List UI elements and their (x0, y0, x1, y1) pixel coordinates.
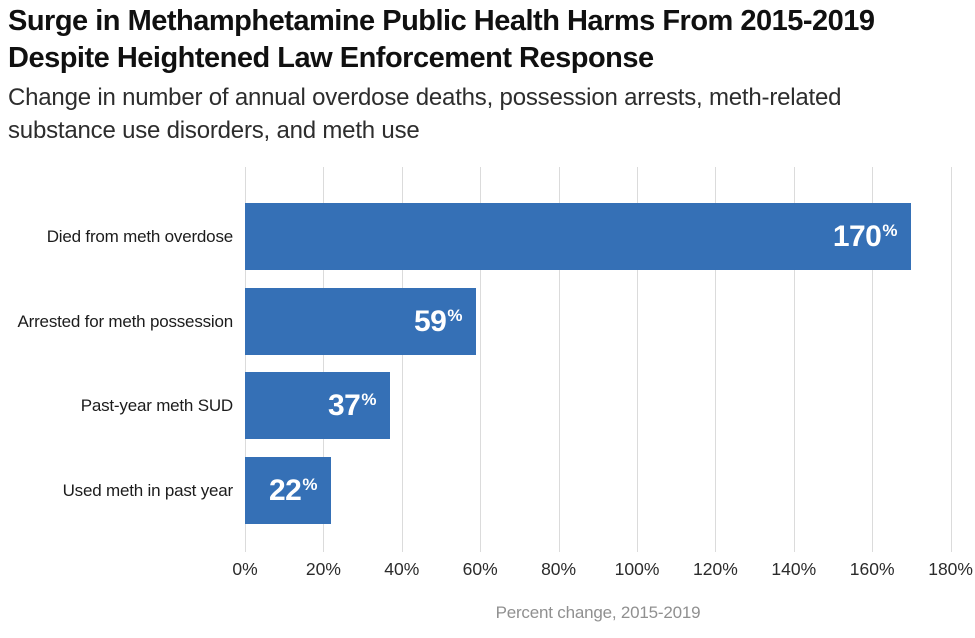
gridline (637, 167, 638, 552)
chart-title: Surge in Methamphetamine Public Health H… (8, 5, 875, 74)
bar-value-label: 59% (414, 305, 462, 339)
gridline (950, 167, 952, 552)
bar: 37% (245, 372, 390, 439)
bar-value-number: 22 (269, 473, 302, 507)
gridline (245, 167, 246, 552)
x-axis-tick-label: 180% (928, 559, 973, 579)
x-axis-tick-label: 160% (849, 559, 895, 579)
bar-value-number: 37 (328, 388, 361, 422)
gridline (793, 167, 795, 552)
gridline (401, 167, 403, 552)
category-label: Arrested for meth possession (17, 311, 234, 331)
bar-value-percent-sign: % (447, 305, 462, 325)
bar-value-percent-sign: % (302, 474, 317, 494)
gridline (715, 167, 717, 552)
category-label: Past-year meth SUD (80, 395, 233, 415)
chart-subtitle: Change in number of annual overdose deat… (8, 84, 842, 144)
category-label: Used meth in past year (62, 480, 234, 500)
gridline (480, 167, 482, 552)
bar-value-number: 59 (414, 304, 447, 338)
bar: 59% (245, 288, 476, 355)
bar-value-percent-sign: % (882, 220, 897, 240)
bar-value-label: 37% (328, 389, 376, 423)
category-label: Died from meth overdose (46, 226, 233, 246)
bar-value-label: 170% (832, 219, 898, 254)
gridline (558, 167, 560, 552)
bar-value-percent-sign: % (361, 389, 376, 409)
x-axis-tick-label: 140% (771, 559, 817, 579)
bar: 22% (245, 457, 331, 524)
bar-value-number: 170 (832, 219, 882, 253)
x-axis-title: Percent change, 2015-2019 (495, 603, 701, 622)
gridline (323, 167, 325, 552)
bar: 170% (245, 203, 911, 270)
x-axis-tick-label: 120% (693, 559, 738, 579)
x-axis-tick-label: 60% (462, 559, 498, 579)
bar-value-label: 22% (269, 474, 317, 508)
gridline (872, 167, 874, 552)
x-axis-tick-label: 100% (614, 559, 660, 579)
x-axis-tick-label: 40% (384, 559, 420, 579)
x-axis-tick-label: 80% (541, 559, 577, 579)
x-axis-tick-label: 0% (232, 559, 258, 579)
x-axis-tick-label: 20% (305, 559, 341, 579)
